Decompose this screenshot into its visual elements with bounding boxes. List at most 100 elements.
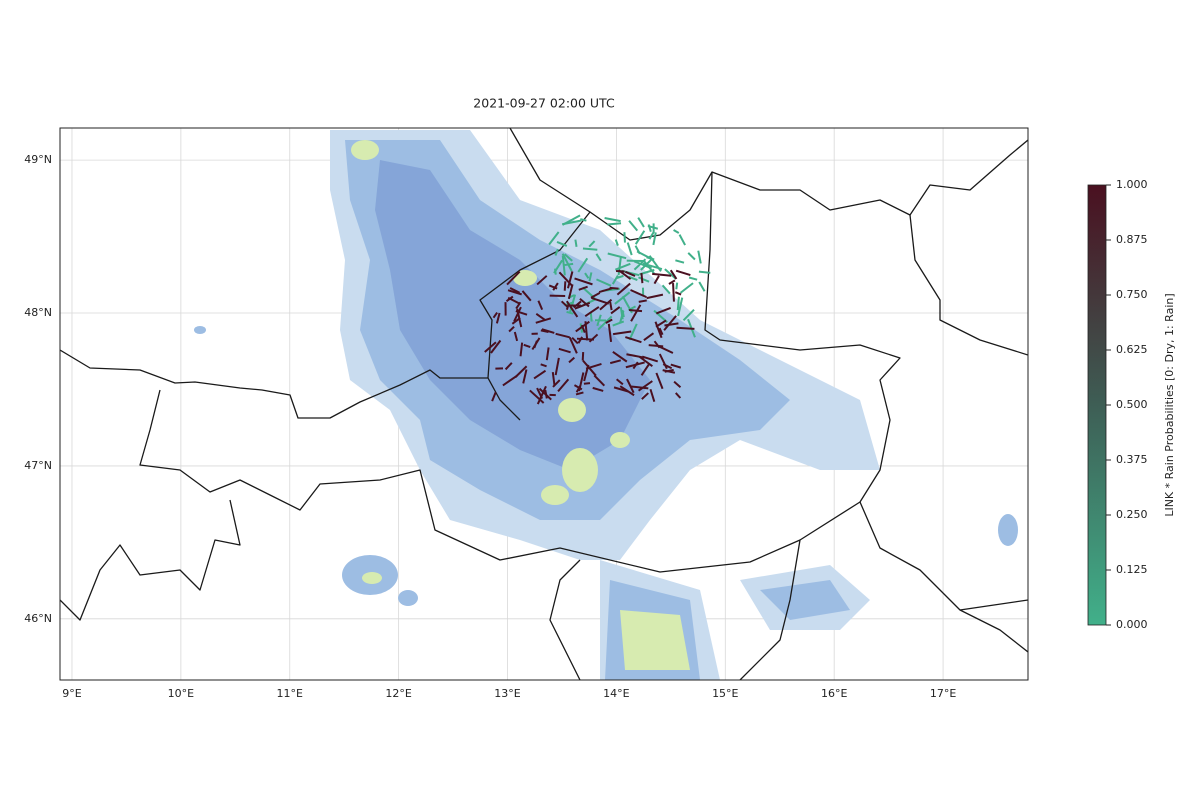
link xyxy=(588,240,596,248)
link xyxy=(555,332,570,339)
link xyxy=(616,378,624,386)
link xyxy=(634,245,641,255)
link xyxy=(584,306,600,318)
link xyxy=(648,231,655,240)
link xyxy=(630,304,642,322)
link xyxy=(595,253,602,262)
colorbar-tick-label: 0.875 xyxy=(1116,233,1148,246)
link xyxy=(507,289,522,296)
link xyxy=(490,339,502,354)
colorbar-tick-label: 0.750 xyxy=(1116,288,1148,301)
lat-axis: 46°N 47°N 48°N 49°N xyxy=(24,153,52,625)
lon-axis: 9°E 10°E 11°E 12°E 13°E 14°E 15°E 16°E 17°E xyxy=(62,687,956,700)
link xyxy=(655,372,664,390)
link xyxy=(609,301,613,311)
link xyxy=(638,355,653,368)
link xyxy=(582,359,597,377)
link xyxy=(624,270,636,277)
link xyxy=(698,281,706,292)
link xyxy=(618,269,632,280)
link xyxy=(537,300,544,311)
link xyxy=(647,224,659,230)
link xyxy=(506,270,521,286)
link xyxy=(568,336,578,354)
map-title: 2021-09-27 02:00 UTC xyxy=(473,96,615,111)
link xyxy=(682,308,695,322)
link xyxy=(646,293,664,300)
link xyxy=(676,326,695,330)
link xyxy=(675,259,685,264)
link xyxy=(561,255,566,276)
link xyxy=(668,279,676,285)
link xyxy=(556,241,568,247)
link xyxy=(625,361,645,369)
link xyxy=(596,314,602,327)
link xyxy=(654,321,663,339)
lon-tick-label: 15°E xyxy=(712,687,738,700)
link xyxy=(628,323,638,341)
link xyxy=(492,311,498,319)
link xyxy=(513,306,522,322)
link xyxy=(614,239,619,246)
link xyxy=(630,289,647,299)
link xyxy=(638,380,653,392)
link xyxy=(561,253,573,272)
link xyxy=(548,284,558,290)
link xyxy=(641,355,659,363)
link xyxy=(584,272,590,279)
lon-tick-label: 12°E xyxy=(385,687,411,700)
link xyxy=(658,327,664,336)
link xyxy=(590,292,601,299)
link xyxy=(560,300,569,308)
link xyxy=(661,284,671,295)
link xyxy=(675,392,682,399)
link xyxy=(614,262,631,271)
link xyxy=(563,281,567,291)
link xyxy=(640,272,644,284)
link xyxy=(491,391,497,402)
lat-tick-label: 47°N xyxy=(24,459,52,472)
link xyxy=(652,232,657,246)
colorbar-axis: 0.000 0.125 0.250 0.375 0.500 0.625 0.750 0.875… xyxy=(1106,178,1148,631)
link xyxy=(613,386,629,393)
link xyxy=(484,341,497,353)
link xyxy=(552,379,561,388)
link xyxy=(577,336,584,344)
link xyxy=(609,286,619,290)
link xyxy=(544,389,548,399)
link xyxy=(670,363,682,369)
link xyxy=(638,299,647,303)
link xyxy=(610,306,621,315)
link xyxy=(663,315,677,331)
link xyxy=(584,321,589,341)
link xyxy=(604,217,621,223)
link xyxy=(565,303,570,310)
link xyxy=(533,369,547,380)
link xyxy=(637,217,645,228)
link xyxy=(662,369,676,374)
link xyxy=(577,257,589,273)
link xyxy=(612,351,628,363)
colorbar-tick-label: 0.000 xyxy=(1116,618,1148,631)
lat-tick-label: 49°N xyxy=(24,153,52,166)
lat-tick-label: 48°N xyxy=(24,306,52,319)
link xyxy=(697,250,702,264)
link xyxy=(657,345,674,354)
link xyxy=(557,378,570,393)
link xyxy=(675,282,679,290)
link xyxy=(574,239,578,247)
link xyxy=(514,365,528,378)
link xyxy=(566,271,574,289)
colorbar-tick-label: 1.000 xyxy=(1116,178,1148,191)
link xyxy=(521,290,532,302)
link xyxy=(568,294,577,314)
link xyxy=(598,287,613,294)
colorbar-tick-label: 0.375 xyxy=(1116,453,1148,466)
link xyxy=(676,296,680,311)
link xyxy=(612,320,625,327)
link xyxy=(568,356,576,364)
link xyxy=(648,255,662,272)
link xyxy=(582,247,598,251)
link xyxy=(563,253,573,262)
link xyxy=(616,282,631,296)
